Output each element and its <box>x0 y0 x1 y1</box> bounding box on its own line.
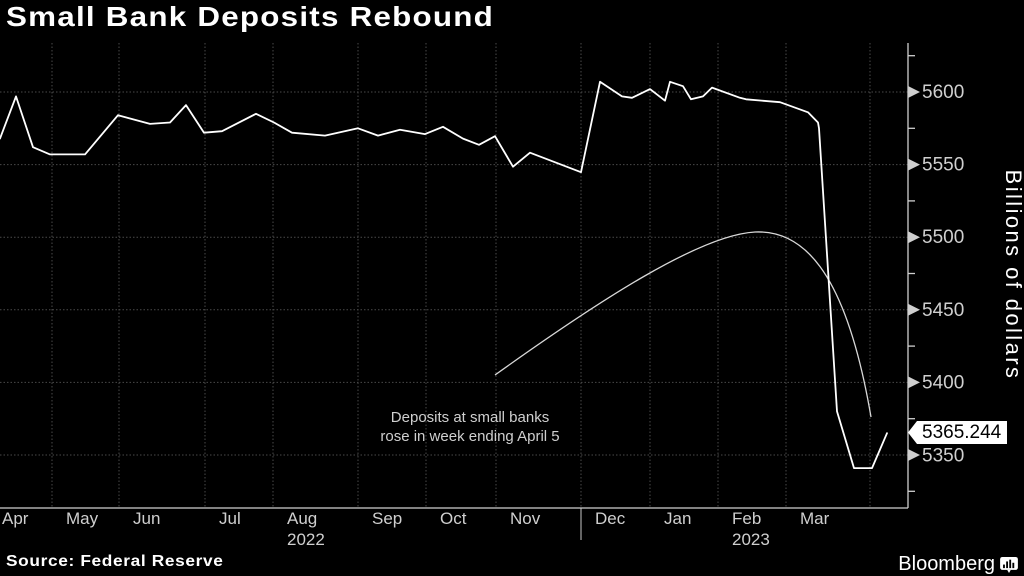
svg-text:5450: 5450 <box>922 300 964 321</box>
svg-text:Apr: Apr <box>2 509 29 528</box>
svg-text:5400: 5400 <box>922 372 964 393</box>
svg-text:5600: 5600 <box>922 82 964 103</box>
svg-text:5350: 5350 <box>922 446 964 467</box>
svg-text:2023: 2023 <box>732 530 770 549</box>
svg-text:Jul: Jul <box>219 509 241 528</box>
svg-text:Feb: Feb <box>732 509 761 528</box>
svg-text:Billions of dollars: Billions of dollars <box>1001 170 1024 381</box>
svg-text:Jan: Jan <box>664 509 691 528</box>
svg-text:Oct: Oct <box>440 509 467 528</box>
svg-text:Mar: Mar <box>800 509 830 528</box>
svg-text:5550: 5550 <box>922 155 964 176</box>
svg-text:Aug: Aug <box>287 509 317 528</box>
svg-text:2022: 2022 <box>287 530 325 549</box>
svg-text:Jun: Jun <box>133 509 160 528</box>
svg-text:Nov: Nov <box>510 509 541 528</box>
svg-text:Sep: Sep <box>372 509 402 528</box>
svg-text:May: May <box>66 509 99 528</box>
svg-text:5500: 5500 <box>922 227 964 248</box>
svg-text:Dec: Dec <box>595 509 626 528</box>
